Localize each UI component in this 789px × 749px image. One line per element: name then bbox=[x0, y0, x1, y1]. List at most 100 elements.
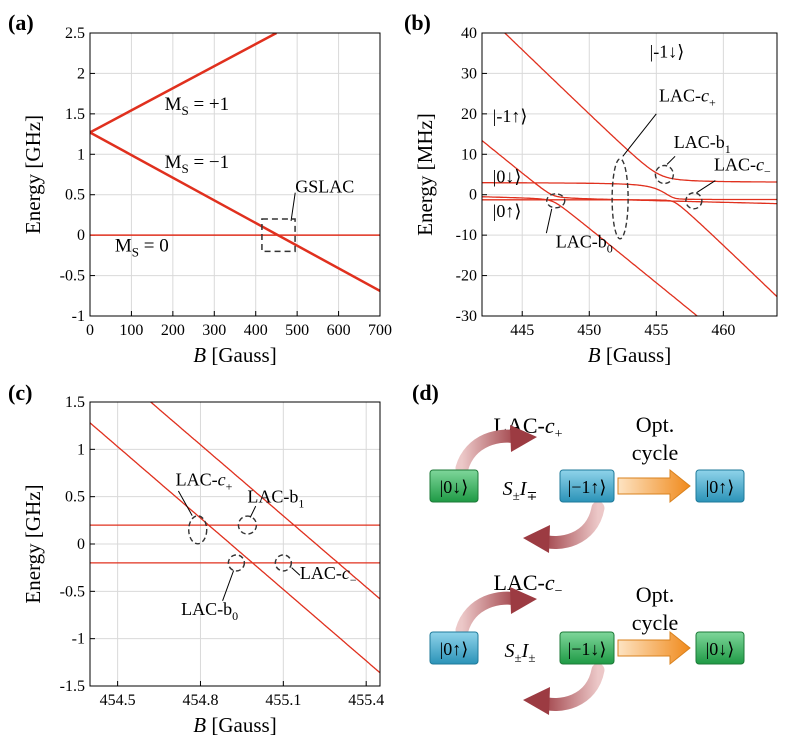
x-tick-label: 200 bbox=[161, 322, 185, 339]
y-tick-label: 30 bbox=[461, 65, 477, 82]
lac-b0-marker bbox=[227, 554, 246, 572]
annotation-leader bbox=[545, 208, 553, 234]
lac-b0-label: LAC-b0 bbox=[181, 599, 238, 623]
cycle-bottom-opt-arrow bbox=[617, 630, 691, 666]
x-tick-label: 600 bbox=[327, 322, 351, 339]
lac-cplus-label: LAC-c+ bbox=[176, 469, 233, 493]
y-tick-label: 2.5 bbox=[65, 25, 85, 42]
annotation-leader bbox=[177, 490, 193, 516]
lac-b1-marker bbox=[237, 515, 258, 535]
cycle-bottom-left-state: |0↑⟩ bbox=[440, 639, 469, 659]
lac-b0-marker bbox=[546, 193, 566, 209]
ms-label: MS = −1 bbox=[165, 152, 230, 176]
cycle-bottom-operator: S±I± bbox=[505, 640, 536, 665]
state-label: |-1↓⟩ bbox=[650, 41, 685, 61]
panel-b-series bbox=[482, 33, 777, 316]
y-tick-label: -0.5 bbox=[60, 268, 85, 285]
cycle-top-right-state-box bbox=[559, 469, 615, 503]
x-tick-label: 454.8 bbox=[182, 692, 218, 709]
y-tick-label: 1.5 bbox=[65, 106, 85, 123]
panel-a-xlabel: B [Gauss] bbox=[193, 343, 276, 367]
cycle-bottom: LAC-c− |0↑⟩ |−1↓⟩ S±I± Opt. cycle |0↓⟩ bbox=[429, 570, 745, 715]
y-tick-label: -10 bbox=[456, 227, 477, 244]
branch-upper-steep bbox=[503, 33, 777, 183]
x-tick-label: 455.1 bbox=[265, 692, 301, 709]
branch-zero-upper bbox=[482, 139, 777, 205]
cycle-top: LAC-c+ |0↓⟩ |−1↑⟩ S±I∓ Opt. cycle |0↑⟩ bbox=[429, 412, 745, 553]
panel-c-frame bbox=[89, 401, 381, 687]
panel-b-grid bbox=[482, 32, 777, 317]
panel-b: (b) 445 450 455 460 -30 -20 -10 0 10 20 30 40 Energ… bbox=[404, 10, 778, 367]
line2 bbox=[149, 402, 380, 600]
panel-a-series bbox=[90, 33, 380, 293]
annotation-leader bbox=[622, 113, 657, 157]
cycle-bottom-left-state-box bbox=[429, 631, 479, 665]
series-line bbox=[90, 33, 278, 134]
cycle-bottom-opt-line1: Opt. bbox=[636, 582, 675, 607]
state-label: |0↑⟩ bbox=[493, 201, 522, 221]
ms-label: MS = 0 bbox=[115, 235, 169, 259]
annotation-leader bbox=[222, 570, 235, 601]
cycle-bottom-right-state: |−1↓⟩ bbox=[568, 639, 607, 659]
panel-c-xlabel: B [Gauss] bbox=[193, 713, 276, 737]
y-tick-label: 0.5 bbox=[65, 187, 85, 204]
y-tick-label: 0 bbox=[77, 227, 85, 244]
cycle-top-arrowhead-upper bbox=[510, 425, 537, 452]
x-tick-label: 454.5 bbox=[100, 692, 136, 709]
cycle-bottom-arrowhead-lower bbox=[523, 687, 550, 715]
y-tick-label: -30 bbox=[456, 308, 477, 325]
lac-cminus-label: LAC-c− bbox=[300, 563, 357, 587]
x-tick-label: 455.4 bbox=[348, 692, 384, 709]
lac-cplus-marker bbox=[611, 158, 629, 240]
cycle-top-left-state-box bbox=[429, 469, 479, 503]
lac-b1-label: LAC-b1 bbox=[674, 132, 731, 156]
panel-a: (a) 0 100 200 300 400 500 600 700 -1 -0.5 0 0.5 1 1.5… bbox=[8, 10, 392, 367]
annotation-leader bbox=[291, 567, 301, 576]
branch-zero-lower bbox=[482, 196, 699, 316]
x-tick-label: 400 bbox=[244, 322, 268, 339]
panel-c-series bbox=[90, 402, 380, 674]
cycle-top-opt-arrow bbox=[617, 468, 691, 504]
y-tick-label: -0.5 bbox=[60, 583, 85, 600]
cycle-bottom-right-state-box bbox=[559, 631, 615, 665]
state-label: |-1↑⟩ bbox=[493, 106, 528, 126]
y-tick-label: 0 bbox=[77, 536, 85, 553]
y-tick-label: -1.5 bbox=[60, 678, 85, 695]
y-tick-label: 1 bbox=[77, 146, 85, 163]
panel-c-annotations: LAC-c+ LAC-b1 LAC-c− LAC-b0 bbox=[176, 469, 357, 623]
gslac-leader bbox=[290, 192, 296, 222]
panel-c-ylabel: Energy [GHz] bbox=[21, 484, 45, 603]
panel-a-ticks: 0 100 200 300 400 500 600 700 -1 -0.5 0 0.5 1 1.5 2 2.5 bbox=[60, 25, 392, 339]
lac-b0-label: LAC-b0 bbox=[556, 231, 613, 255]
panel-a-ylabel: Energy [GHz] bbox=[21, 115, 45, 234]
cycle-bottom-opt-line2: cycle bbox=[632, 610, 678, 635]
cycle-bottom-result-state: |0↓⟩ bbox=[706, 639, 735, 659]
cycle-top-result-box bbox=[695, 469, 745, 503]
annotation-leader bbox=[666, 155, 676, 165]
lac-b1-marker bbox=[654, 164, 675, 185]
cycle-top-opt-line2: cycle bbox=[632, 440, 678, 465]
y-tick-label: 0 bbox=[469, 187, 477, 204]
panel-a-label: (a) bbox=[8, 10, 34, 35]
y-tick-label: 2 bbox=[77, 65, 85, 82]
panel-b-label: (b) bbox=[404, 10, 431, 35]
branch-middle bbox=[482, 182, 777, 201]
cycle-top-arrowhead-lower bbox=[523, 525, 550, 553]
annotation-leader bbox=[696, 180, 716, 194]
panel-b-ylabel: Energy [MHz] bbox=[413, 113, 437, 236]
cycle-bottom-result-box bbox=[695, 631, 745, 665]
panel-c-grid bbox=[90, 401, 380, 687]
panel-d: (d) LAC-c+ |0↓⟩ |−1↑⟩ S±I∓ Opt. cycle |0… bbox=[412, 380, 745, 715]
x-tick-label: 455 bbox=[644, 322, 668, 339]
ms-label: MS = +1 bbox=[165, 94, 230, 118]
y-tick-label: -1 bbox=[72, 308, 85, 325]
cycle-top-right-state: |−1↑⟩ bbox=[568, 477, 607, 497]
y-tick-label: 1 bbox=[77, 441, 85, 458]
series-line bbox=[90, 131, 380, 293]
x-tick-label: 500 bbox=[285, 322, 309, 339]
gslac-box bbox=[261, 218, 296, 253]
panel-a-grid bbox=[89, 32, 381, 317]
cycle-bottom-arrowhead-upper bbox=[510, 587, 537, 614]
